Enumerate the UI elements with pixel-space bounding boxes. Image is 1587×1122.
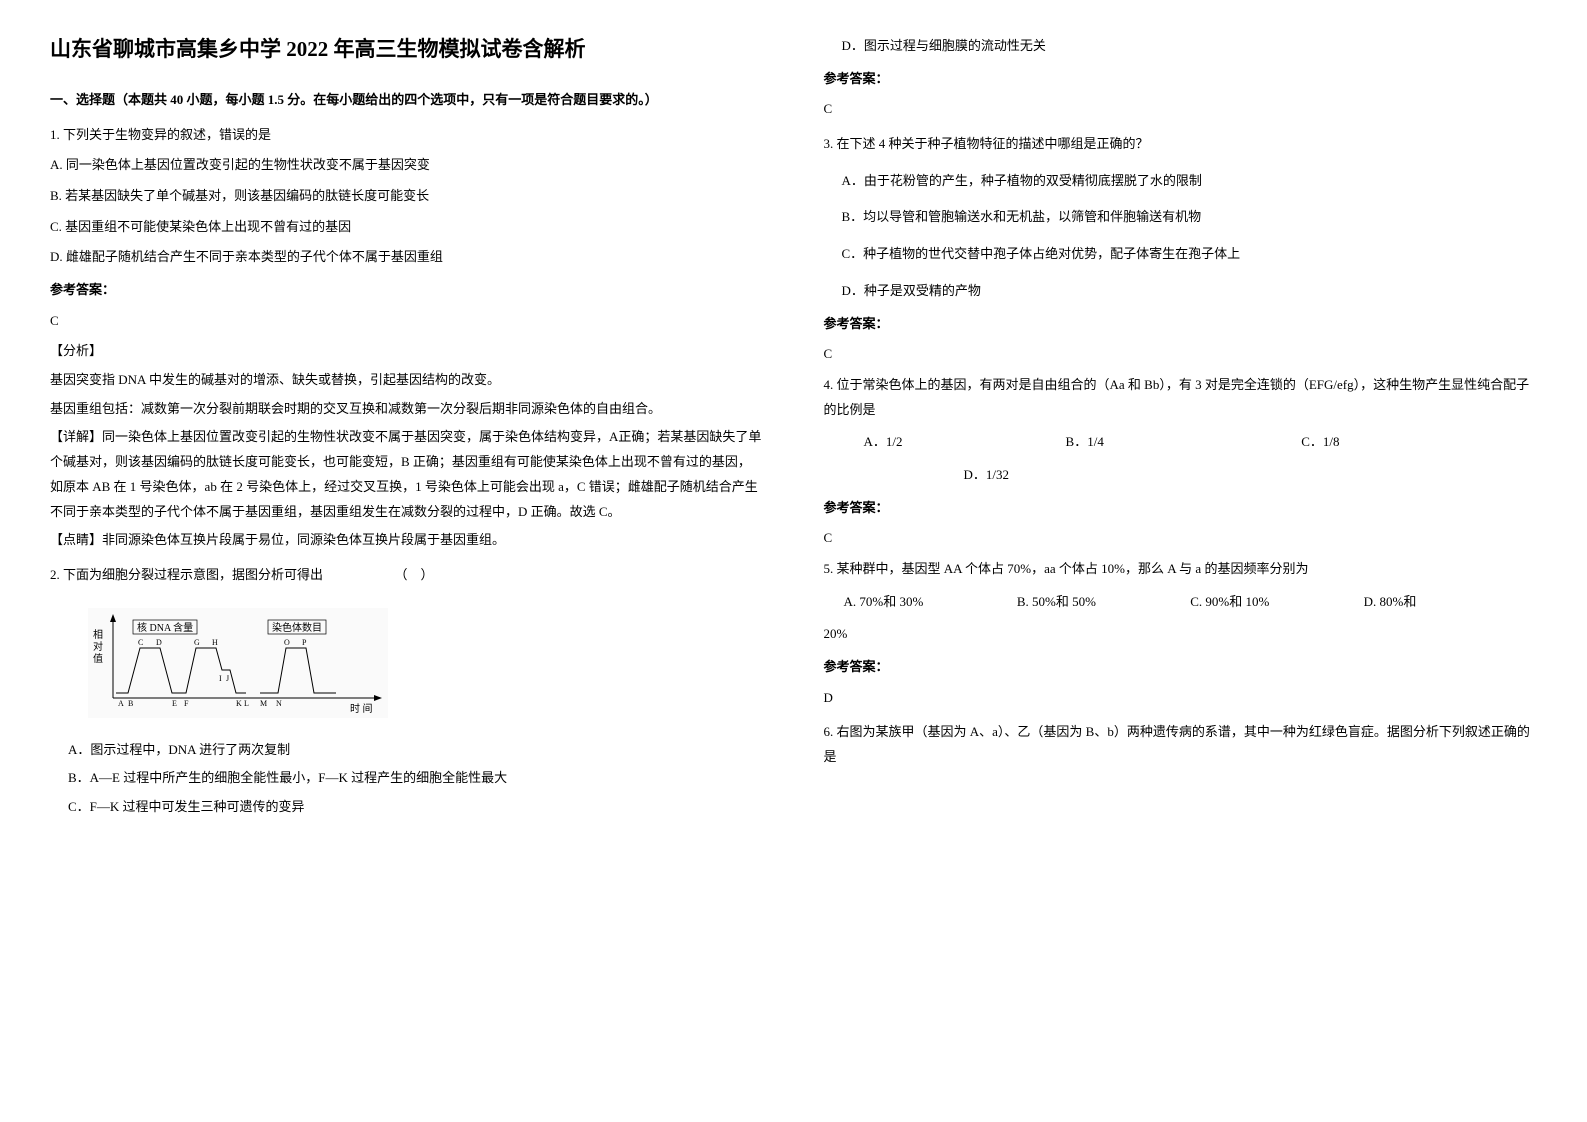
svg-text:C: C bbox=[138, 638, 143, 647]
q2-opt-b: B．A—E 过程中所产生的细胞全能性最小，F—K 过程产生的细胞全能性最大 bbox=[68, 766, 764, 791]
svg-text:B: B bbox=[128, 699, 133, 708]
svg-text:P: P bbox=[302, 638, 307, 647]
q6-stem: 6. 右图为某族甲（基因为 A、a）、乙（基因为 B、b）两种遗传病的系谱，其中… bbox=[824, 720, 1538, 769]
q1-analysis-label: 【分析】 bbox=[50, 339, 764, 364]
q3-opt-d: D．种子是双受精的产物 bbox=[842, 279, 1538, 304]
q1-answer: C bbox=[50, 309, 764, 334]
q1-p3: 【详解】同一染色体上基因位置改变引起的生物性状改变不属于基因突变，属于染色体结构… bbox=[50, 425, 764, 524]
q5-options-row: A. 70%和 30% B. 50%和 50% C. 90%和 10% D. 8… bbox=[824, 590, 1538, 615]
q3-answer: C bbox=[824, 342, 1538, 367]
svg-text:相: 相 bbox=[93, 628, 103, 641]
svg-text:G: G bbox=[194, 638, 200, 647]
q5-opt-a: A. 70%和 30% bbox=[844, 590, 1017, 615]
q1-p2: 基因重组包括：减数第一次分裂前期联会时期的交叉互换和减数第一次分裂后期非同源染色… bbox=[50, 397, 764, 422]
svg-text:I: I bbox=[219, 674, 222, 683]
q1-answer-label: 参考答案： bbox=[50, 278, 764, 303]
q4-opt-c: C．1/8 bbox=[1301, 430, 1537, 455]
q2-stem: 2. 下面为细胞分裂过程示意图，据图分析可得出 （ ） bbox=[50, 563, 764, 588]
left-column: 山东省聊城市高集乡中学 2022 年高三生物模拟试卷含解析 一、选择题（本题共 … bbox=[50, 30, 764, 1092]
q4-answer: C bbox=[824, 526, 1538, 551]
q5-opt-b: B. 50%和 50% bbox=[1017, 590, 1190, 615]
svg-text:E: E bbox=[172, 699, 177, 708]
q5-opt-d: D. 80%和 bbox=[1364, 590, 1537, 615]
chromosome-label: 染色体数目 bbox=[272, 621, 322, 634]
svg-text:F: F bbox=[184, 699, 189, 708]
q5-stem: 5. 某种群中，基因型 AA 个体占 70%，aa 个体占 10%，那么 A 与… bbox=[824, 557, 1538, 582]
q1-opt-c: C. 基因重组不可能使某染色体上出现不曾有过的基因 bbox=[50, 215, 764, 240]
svg-text:M: M bbox=[260, 699, 267, 708]
svg-text:O: O bbox=[284, 638, 290, 647]
q4-options-row1: A．1/2 B．1/4 C．1/8 bbox=[824, 430, 1538, 455]
q4-opt-b: B．1/4 bbox=[1066, 430, 1302, 455]
cell-division-chart: 相 对 值 核 DNA 含量 染色体数目 A B C D E F G H I J… bbox=[88, 608, 388, 718]
q5-opt-c: C. 90%和 10% bbox=[1190, 590, 1363, 615]
q2-diagram: 相 对 值 核 DNA 含量 染色体数目 A B C D E F G H I J… bbox=[80, 600, 764, 726]
svg-text:N: N bbox=[276, 699, 282, 708]
svg-text:时 间: 时 间 bbox=[350, 702, 373, 715]
q1-opt-d: D. 雌雄配子随机结合产生不同于亲本类型的子代个体不属于基因重组 bbox=[50, 245, 764, 270]
svg-text:A: A bbox=[118, 699, 124, 708]
svg-text:K: K bbox=[236, 699, 242, 708]
q2-answer: C bbox=[824, 97, 1538, 122]
q1-opt-b: B. 若某基因缺失了单个碱基对，则该基因编码的肽链长度可能变长 bbox=[50, 184, 764, 209]
svg-text:J: J bbox=[226, 674, 229, 683]
q2-opt-c: C．F—K 过程中可发生三种可遗传的变异 bbox=[68, 795, 764, 820]
q5-opt-d-cont: 20% bbox=[824, 622, 1538, 647]
q2-answer-label: 参考答案： bbox=[824, 67, 1538, 92]
q3-answer-label: 参考答案： bbox=[824, 312, 1538, 337]
q1-p1: 基因突变指 DNA 中发生的碱基对的增添、缺失或替换，引起基因结构的改变。 bbox=[50, 368, 764, 393]
section-1-header: 一、选择题（本题共 40 小题，每小题 1.5 分。在每小题给出的四个选项中，只… bbox=[50, 88, 764, 113]
dna-label: 核 DNA 含量 bbox=[137, 621, 193, 634]
q4-opt-d: D．1/32 bbox=[824, 463, 1538, 488]
doc-title: 山东省聊城市高集乡中学 2022 年高三生物模拟试卷含解析 bbox=[50, 30, 764, 70]
svg-text:D: D bbox=[156, 638, 162, 647]
q1-stem: 1. 下列关于生物变异的叙述，错误的是 bbox=[50, 123, 764, 148]
svg-text:对: 对 bbox=[93, 640, 103, 653]
q1-opt-a: A. 同一染色体上基因位置改变引起的生物性状改变不属于基因突变 bbox=[50, 153, 764, 178]
q4-answer-label: 参考答案： bbox=[824, 496, 1538, 521]
q4-stem: 4. 位于常染色体上的基因，有两对是自由组合的（Aa 和 Bb），有 3 对是完… bbox=[824, 373, 1538, 422]
q2-opt-d: D．图示过程与细胞膜的流动性无关 bbox=[842, 34, 1538, 59]
svg-text:L: L bbox=[244, 699, 249, 708]
svg-text:值: 值 bbox=[93, 652, 103, 665]
right-column: D．图示过程与细胞膜的流动性无关 参考答案： C 3. 在下述 4 种关于种子植… bbox=[824, 30, 1538, 1092]
q4-opt-a: A．1/2 bbox=[864, 430, 1066, 455]
q3-opt-c: C．种子植物的世代交替中孢子体占绝对优势，配子体寄生在孢子体上 bbox=[842, 242, 1538, 267]
q3-opt-a: A．由于花粉管的产生，种子植物的双受精彻底摆脱了水的限制 bbox=[842, 169, 1538, 194]
q3-opt-b: B．均以导管和管胞输送水和无机盐，以筛管和伴胞输送有机物 bbox=[842, 205, 1538, 230]
q3-stem: 3. 在下述 4 种关于种子植物特征的描述中哪组是正确的？ bbox=[824, 132, 1538, 157]
q2-opt-a: A．图示过程中，DNA 进行了两次复制 bbox=[68, 738, 764, 763]
svg-text:H: H bbox=[212, 638, 218, 647]
q5-answer: D bbox=[824, 686, 1538, 711]
q5-answer-label: 参考答案： bbox=[824, 655, 1538, 680]
q1-p4: 【点睛】非同源染色体互换片段属于易位，同源染色体互换片段属于基因重组。 bbox=[50, 528, 764, 553]
